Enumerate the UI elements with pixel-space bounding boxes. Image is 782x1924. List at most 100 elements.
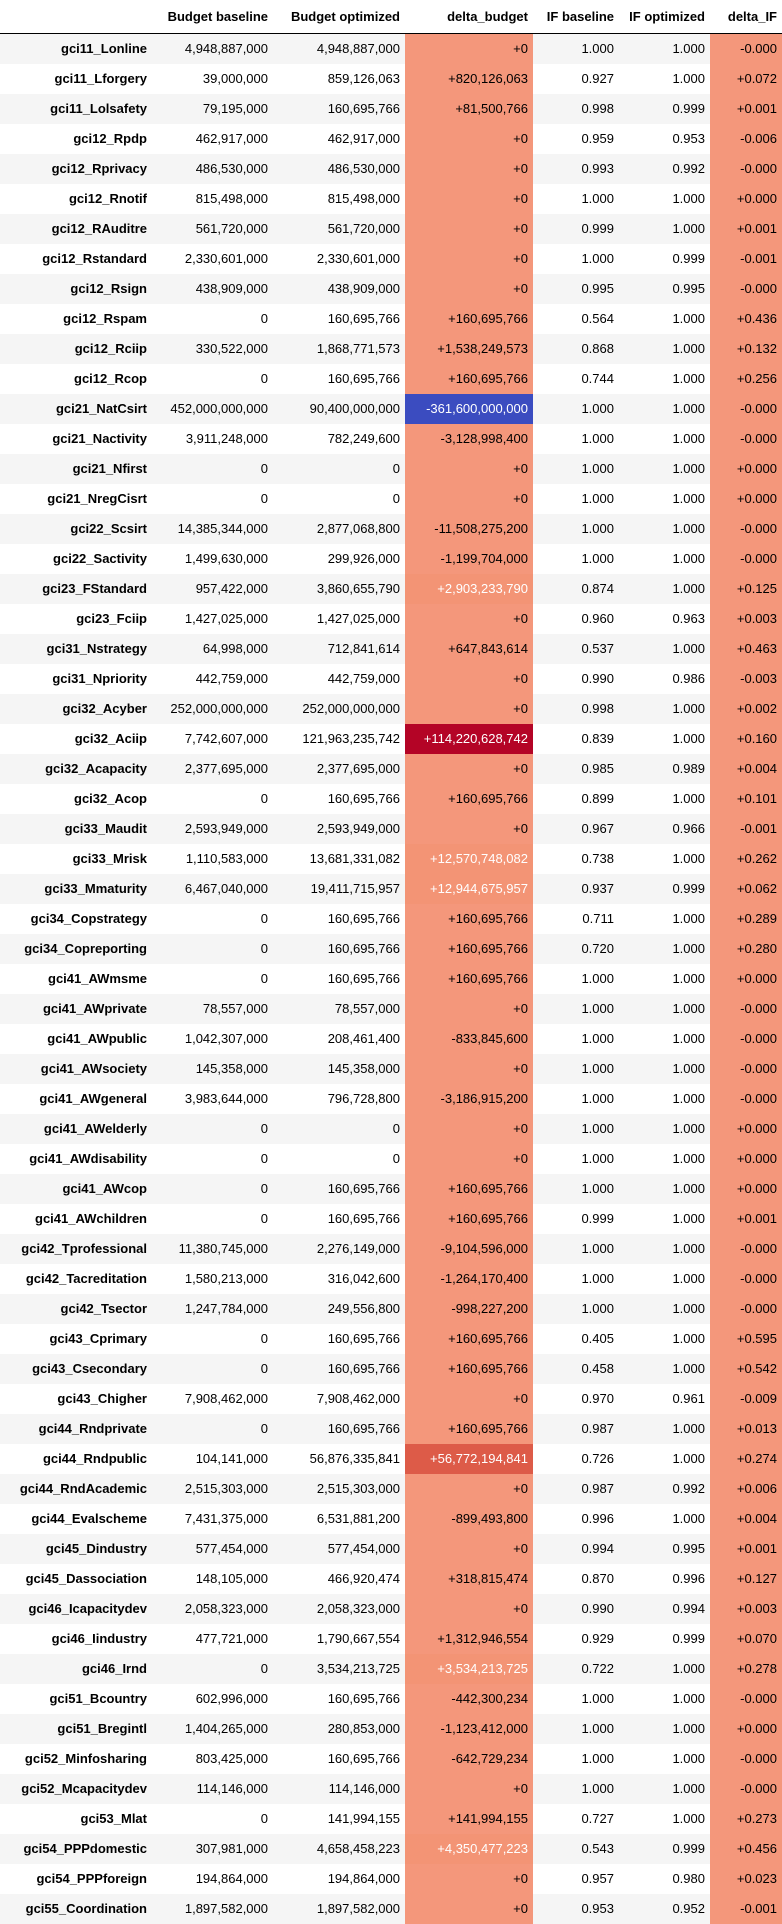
if-optimized-cell: 1.000	[619, 1803, 710, 1834]
delta-if-cell: +0.000	[710, 1113, 782, 1144]
if-optimized-cell: 0.952	[619, 1893, 710, 1924]
delta-if-cell: +0.004	[710, 1503, 782, 1534]
row-label: gci41_AWchildren	[0, 1203, 152, 1234]
budget-baseline-cell: 1,897,582,000	[152, 1893, 273, 1924]
row-label: gci44_RndAcademic	[0, 1473, 152, 1504]
budget-baseline-cell: 1,110,583,000	[152, 843, 273, 874]
if-baseline-cell: 0.874	[533, 573, 619, 604]
delta-budget-cell: +820,126,063	[405, 63, 533, 94]
row-label: gci12_Rspam	[0, 303, 152, 334]
if-baseline-cell: 0.929	[533, 1623, 619, 1654]
row-label: gci12_Rstandard	[0, 243, 152, 274]
if-baseline-cell: 1.000	[533, 1743, 619, 1774]
budget-optimized-cell: 160,695,766	[273, 1743, 405, 1774]
row-label: gci11_Lolsafety	[0, 93, 152, 124]
delta-budget-cell: +0	[405, 33, 533, 64]
if-baseline-cell: 0.957	[533, 1863, 619, 1894]
row-label: gci21_Nfirst	[0, 453, 152, 484]
if-baseline-cell: 0.564	[533, 303, 619, 334]
if-optimized-cell: 1.000	[619, 1653, 710, 1684]
delta-budget-cell: +0	[405, 123, 533, 154]
delta-budget-cell: +160,695,766	[405, 783, 533, 814]
if-baseline-cell: 0.994	[533, 1533, 619, 1564]
budget-baseline-cell: 1,247,784,000	[152, 1293, 273, 1324]
if-baseline-cell: 0.726	[533, 1443, 619, 1474]
table-row: gci42_Tsector 1,247,784,000 249,556,800 -99…	[0, 1293, 782, 1324]
table-row: gci12_Rnotif 815,498,000 815,498,000 +0 1.00…	[0, 183, 782, 214]
table-row: gci12_Rspam 0 160,695,766 +160,695,766 0.564…	[0, 303, 782, 334]
if-baseline-cell: 0.870	[533, 1563, 619, 1594]
if-baseline-cell: 0.899	[533, 783, 619, 814]
if-optimized-cell: 1.000	[619, 393, 710, 424]
budget-baseline-cell: 1,404,265,000	[152, 1713, 273, 1744]
row-label: gci45_Dassociation	[0, 1563, 152, 1594]
budget-baseline-cell: 0	[152, 453, 273, 484]
table-row: gci21_Nactivity 3,911,248,000 782,249,600-…	[0, 423, 782, 454]
table-row: gci21_NregCisrt 0 0 +0 1.000 1.000 +0.000	[0, 483, 782, 514]
budget-baseline-cell: 2,593,949,000	[152, 813, 273, 844]
budget-optimized-cell: 145,358,000	[273, 1053, 405, 1084]
budget-optimized-cell: 466,920,474	[273, 1563, 405, 1594]
delta-budget-cell: +0	[405, 753, 533, 784]
budget-baseline-cell: 577,454,000	[152, 1533, 273, 1564]
row-label: gci52_Minfosharing	[0, 1743, 152, 1774]
delta-if-cell: +0.262	[710, 843, 782, 874]
table-row: gci34_Copstrategy 0 160,695,766 +160,695,76…	[0, 903, 782, 934]
table-row: gci46_Irnd 0 3,534,213,725 +3,534,213,725 0.…	[0, 1653, 782, 1684]
table-row: gci12_Rprivacy 486,530,000 486,530,000 +0 0.…	[0, 153, 782, 184]
if-baseline-cell: 1.000	[533, 963, 619, 994]
row-label: gci12_Rciip	[0, 333, 152, 364]
budget-baseline-cell: 78,557,000	[152, 993, 273, 1024]
budget-optimized-cell: 299,926,000	[273, 543, 405, 574]
if-baseline-cell: 0.722	[533, 1653, 619, 1684]
delta-if-cell: +0.595	[710, 1323, 782, 1354]
delta-if-cell: +0.000	[710, 1143, 782, 1174]
delta-budget-cell: +4,350,477,223	[405, 1833, 533, 1864]
row-label: gci41_AWelderly	[0, 1113, 152, 1144]
if-optimized-cell: 0.999	[619, 1623, 710, 1654]
if-baseline-cell: 0.711	[533, 903, 619, 934]
if-optimized-cell: 1.000	[619, 1353, 710, 1384]
table-row: gci33_Maudit 2,593,949,000 2,593,949,000 +0…	[0, 813, 782, 844]
budget-optimized-cell: 160,695,766	[273, 1323, 405, 1354]
row-label: gci11_Lforgery	[0, 63, 152, 94]
budget-baseline-cell: 0	[152, 783, 273, 814]
row-label: gci54_PPPforeign	[0, 1863, 152, 1894]
table-row: gci44_RndAcademic 2,515,303,000 2,515,303,…	[0, 1473, 782, 1504]
table-header: Budget baseline Budget optimized delta_b…	[0, 0, 782, 34]
delta-if-cell: +0.125	[710, 573, 782, 604]
delta-budget-cell: +0	[405, 1053, 533, 1084]
if-optimized-cell: 1.000	[619, 693, 710, 724]
table-row: gci33_Mrisk 1,110,583,000 13,681,331,082 +1…	[0, 843, 782, 874]
budget-optimized-cell: 1,897,582,000	[273, 1893, 405, 1924]
delta-budget-cell: +141,994,155	[405, 1803, 533, 1834]
budget-optimized-cell: 160,695,766	[273, 1413, 405, 1444]
if-optimized-cell: 0.961	[619, 1383, 710, 1414]
if-baseline-cell: 1.000	[533, 1233, 619, 1264]
delta-budget-cell: +81,500,766	[405, 93, 533, 124]
budget-optimized-cell: 0	[273, 483, 405, 514]
if-baseline-cell: 1.000	[533, 453, 619, 484]
if-optimized-cell: 1.000	[619, 1443, 710, 1474]
if-optimized-cell: 1.000	[619, 1053, 710, 1084]
delta-budget-cell: -899,493,800	[405, 1503, 533, 1534]
delta-budget-cell: +160,695,766	[405, 963, 533, 994]
if-baseline-cell: 0.405	[533, 1323, 619, 1354]
table-row: gci43_Cprimary 0 160,695,766 +160,695,766 0.…	[0, 1323, 782, 1354]
table-row: gci42_Tacreditation 1,580,213,000 316,042,…	[0, 1263, 782, 1294]
budget-optimized-cell: 90,400,000,000	[273, 393, 405, 424]
budget-optimized-cell: 712,841,614	[273, 633, 405, 664]
budget-baseline-cell: 452,000,000,000	[152, 393, 273, 424]
if-baseline-cell: 0.744	[533, 363, 619, 394]
delta-budget-cell: +160,695,766	[405, 1323, 533, 1354]
if-baseline-cell: 1.000	[533, 33, 619, 64]
budget-optimized-cell: 249,556,800	[273, 1293, 405, 1324]
budget-optimized-cell: 815,498,000	[273, 183, 405, 214]
budget-baseline-cell: 1,427,025,000	[152, 603, 273, 634]
if-baseline-cell: 1.000	[533, 483, 619, 514]
table-row: gci41_AWprivate 78,557,000 78,557,000 +0 1.0…	[0, 993, 782, 1024]
delta-if-cell: +0.273	[710, 1803, 782, 1834]
delta-budget-cell: +0	[405, 1593, 533, 1624]
budget-baseline-cell: 0	[152, 1173, 273, 1204]
budget-baseline-cell: 0	[152, 963, 273, 994]
